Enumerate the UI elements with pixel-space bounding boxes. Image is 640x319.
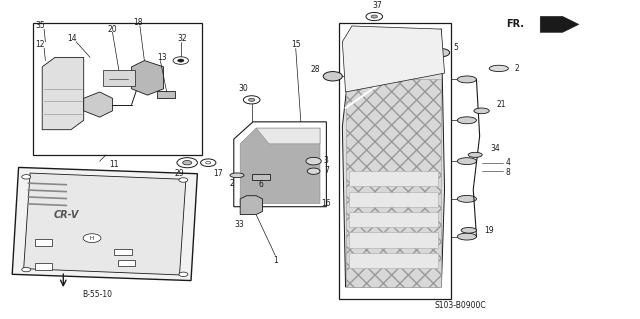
Bar: [252, 174, 269, 180]
Circle shape: [179, 272, 188, 277]
Text: 35: 35: [35, 21, 45, 31]
Polygon shape: [132, 61, 164, 95]
Circle shape: [177, 158, 197, 168]
Ellipse shape: [230, 173, 244, 178]
Bar: [349, 253, 438, 268]
Text: 12: 12: [36, 40, 45, 49]
Text: 34: 34: [490, 144, 500, 153]
Bar: [157, 91, 175, 98]
Text: 20: 20: [108, 25, 117, 33]
Polygon shape: [540, 17, 579, 32]
Text: H: H: [90, 236, 94, 241]
Polygon shape: [42, 57, 84, 130]
Polygon shape: [256, 128, 320, 144]
Ellipse shape: [468, 152, 482, 157]
Ellipse shape: [474, 108, 489, 114]
Text: 37: 37: [372, 1, 382, 10]
Text: 14: 14: [67, 34, 77, 43]
Circle shape: [366, 12, 383, 21]
Ellipse shape: [461, 227, 476, 233]
Circle shape: [22, 267, 31, 272]
Polygon shape: [84, 92, 113, 117]
Bar: [346, 79, 442, 287]
Text: 5: 5: [454, 43, 458, 52]
Polygon shape: [234, 122, 326, 207]
Circle shape: [248, 98, 255, 101]
Bar: [349, 192, 438, 207]
Bar: [118, 260, 136, 266]
Text: 6: 6: [258, 180, 263, 189]
Circle shape: [182, 160, 191, 165]
Text: 19: 19: [484, 226, 493, 235]
Bar: [35, 263, 52, 270]
Ellipse shape: [458, 117, 476, 124]
Polygon shape: [240, 196, 262, 215]
Text: 32: 32: [177, 34, 187, 43]
Text: 21: 21: [497, 100, 506, 109]
Text: 30: 30: [239, 84, 248, 93]
Circle shape: [173, 57, 188, 64]
Text: 17: 17: [213, 169, 223, 178]
Text: FR.: FR.: [506, 19, 524, 29]
Polygon shape: [103, 70, 135, 86]
Polygon shape: [24, 173, 186, 275]
Text: 8: 8: [505, 168, 510, 177]
Text: B-55-10: B-55-10: [83, 290, 113, 299]
Ellipse shape: [458, 76, 476, 83]
Ellipse shape: [458, 158, 476, 165]
Text: CR-V: CR-V: [54, 210, 79, 220]
Polygon shape: [342, 29, 445, 287]
Circle shape: [83, 234, 101, 242]
Text: S103-B0900C: S103-B0900C: [435, 301, 486, 310]
Circle shape: [371, 15, 378, 18]
Polygon shape: [240, 128, 320, 204]
Ellipse shape: [458, 196, 476, 202]
Text: 11: 11: [109, 160, 119, 169]
Circle shape: [205, 161, 211, 164]
Circle shape: [306, 157, 321, 165]
Ellipse shape: [489, 65, 508, 71]
Text: 2: 2: [230, 179, 234, 188]
Text: 1: 1: [273, 256, 278, 265]
Text: 7: 7: [324, 166, 329, 175]
Text: 29: 29: [175, 169, 184, 178]
Circle shape: [177, 59, 184, 62]
Text: 18: 18: [133, 18, 143, 27]
Bar: [33, 23, 202, 155]
Bar: [349, 233, 438, 248]
Bar: [349, 171, 438, 186]
Text: 28: 28: [310, 65, 319, 74]
Text: 13: 13: [157, 53, 166, 62]
Polygon shape: [12, 167, 197, 281]
Ellipse shape: [458, 233, 476, 240]
Bar: [349, 212, 438, 227]
Circle shape: [307, 168, 320, 174]
Text: 16: 16: [321, 199, 331, 208]
Circle shape: [323, 71, 342, 81]
Circle shape: [200, 159, 216, 167]
Bar: [35, 239, 52, 246]
Text: 4: 4: [505, 158, 510, 167]
Polygon shape: [342, 26, 445, 92]
Text: 15: 15: [291, 40, 301, 49]
Text: 2: 2: [515, 64, 520, 73]
Bar: [115, 249, 132, 256]
Circle shape: [179, 178, 188, 182]
Bar: [339, 23, 451, 300]
Circle shape: [22, 175, 31, 179]
Text: 33: 33: [234, 220, 244, 229]
Text: 3: 3: [324, 156, 329, 165]
Circle shape: [433, 48, 450, 57]
Circle shape: [243, 96, 260, 104]
